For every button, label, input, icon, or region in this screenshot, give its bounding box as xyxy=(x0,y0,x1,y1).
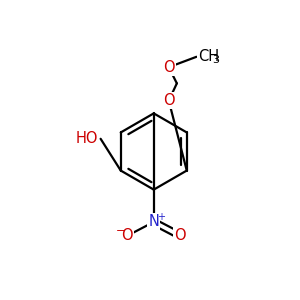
Text: O: O xyxy=(175,228,186,243)
Text: +: + xyxy=(157,212,165,222)
Text: O: O xyxy=(163,60,175,75)
Text: −: − xyxy=(116,226,125,236)
Text: CH: CH xyxy=(198,49,219,64)
Text: HO: HO xyxy=(76,131,98,146)
Text: N: N xyxy=(148,214,159,230)
Text: O: O xyxy=(122,228,133,243)
Text: O: O xyxy=(163,93,175,108)
Text: 3: 3 xyxy=(212,55,219,64)
